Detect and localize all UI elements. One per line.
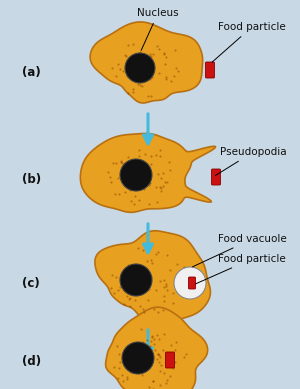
- FancyBboxPatch shape: [188, 277, 196, 289]
- Text: Food particle: Food particle: [196, 254, 286, 284]
- Polygon shape: [106, 307, 208, 389]
- Polygon shape: [80, 133, 215, 212]
- Text: Pseudopodia: Pseudopodia: [215, 147, 286, 175]
- Text: Food particle: Food particle: [212, 22, 286, 62]
- FancyBboxPatch shape: [212, 169, 220, 185]
- Circle shape: [120, 264, 152, 296]
- Circle shape: [125, 53, 155, 83]
- Circle shape: [174, 267, 206, 299]
- Polygon shape: [95, 231, 210, 325]
- FancyBboxPatch shape: [206, 62, 214, 78]
- Circle shape: [120, 159, 152, 191]
- Text: (d): (d): [22, 356, 41, 368]
- Polygon shape: [90, 22, 202, 103]
- FancyBboxPatch shape: [166, 352, 175, 368]
- Text: Food vacuole: Food vacuole: [193, 234, 287, 267]
- Text: (c): (c): [22, 277, 40, 291]
- Text: Nucleus: Nucleus: [137, 8, 179, 51]
- Circle shape: [122, 342, 154, 374]
- Text: (a): (a): [22, 65, 41, 79]
- Text: (b): (b): [22, 172, 41, 186]
